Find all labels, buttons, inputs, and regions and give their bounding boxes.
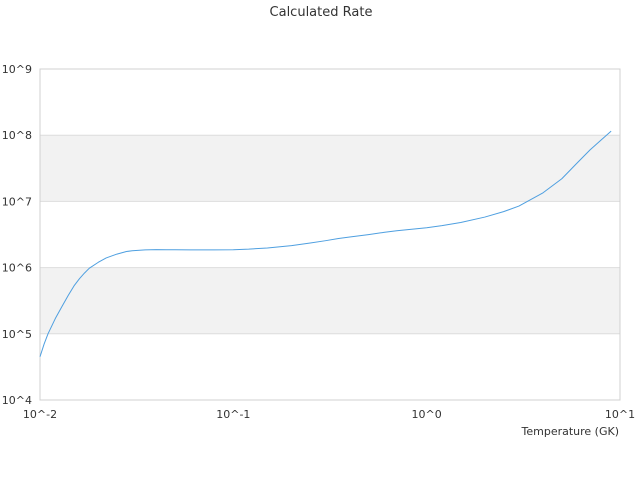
grid-bands xyxy=(40,135,620,334)
y-tick-label: 10^4 xyxy=(2,394,32,407)
series-group xyxy=(39,130,612,357)
x-axis-ticks: 10^-2 10^-1 10^0 10^1 xyxy=(23,408,635,421)
chart-title: Calculated Rate xyxy=(270,5,373,20)
x-tick-label: 10^-1 xyxy=(216,408,250,421)
y-tick-label: 10^8 xyxy=(2,129,32,142)
x-tick-label: 10^-2 xyxy=(23,408,57,421)
y-tick-label: 10^9 xyxy=(2,63,32,76)
y-axis-ticks: 10^4 10^5 10^6 10^7 10^8 10^9 xyxy=(2,63,32,407)
grid-band xyxy=(40,267,620,334)
grid-band xyxy=(40,135,620,202)
y-tick-label: 10^5 xyxy=(2,328,32,341)
y-tick-label: 10^7 xyxy=(2,195,32,208)
grid-lines xyxy=(40,68,620,401)
x-tick-label: 10^0 xyxy=(412,408,442,421)
rate-series-line xyxy=(39,130,612,357)
plot-frame xyxy=(39,68,621,401)
x-tick-label: 10^1 xyxy=(605,408,635,421)
y-tick-label: 10^6 xyxy=(2,262,32,275)
x-axis-label: Temperature (GK) xyxy=(521,425,620,438)
